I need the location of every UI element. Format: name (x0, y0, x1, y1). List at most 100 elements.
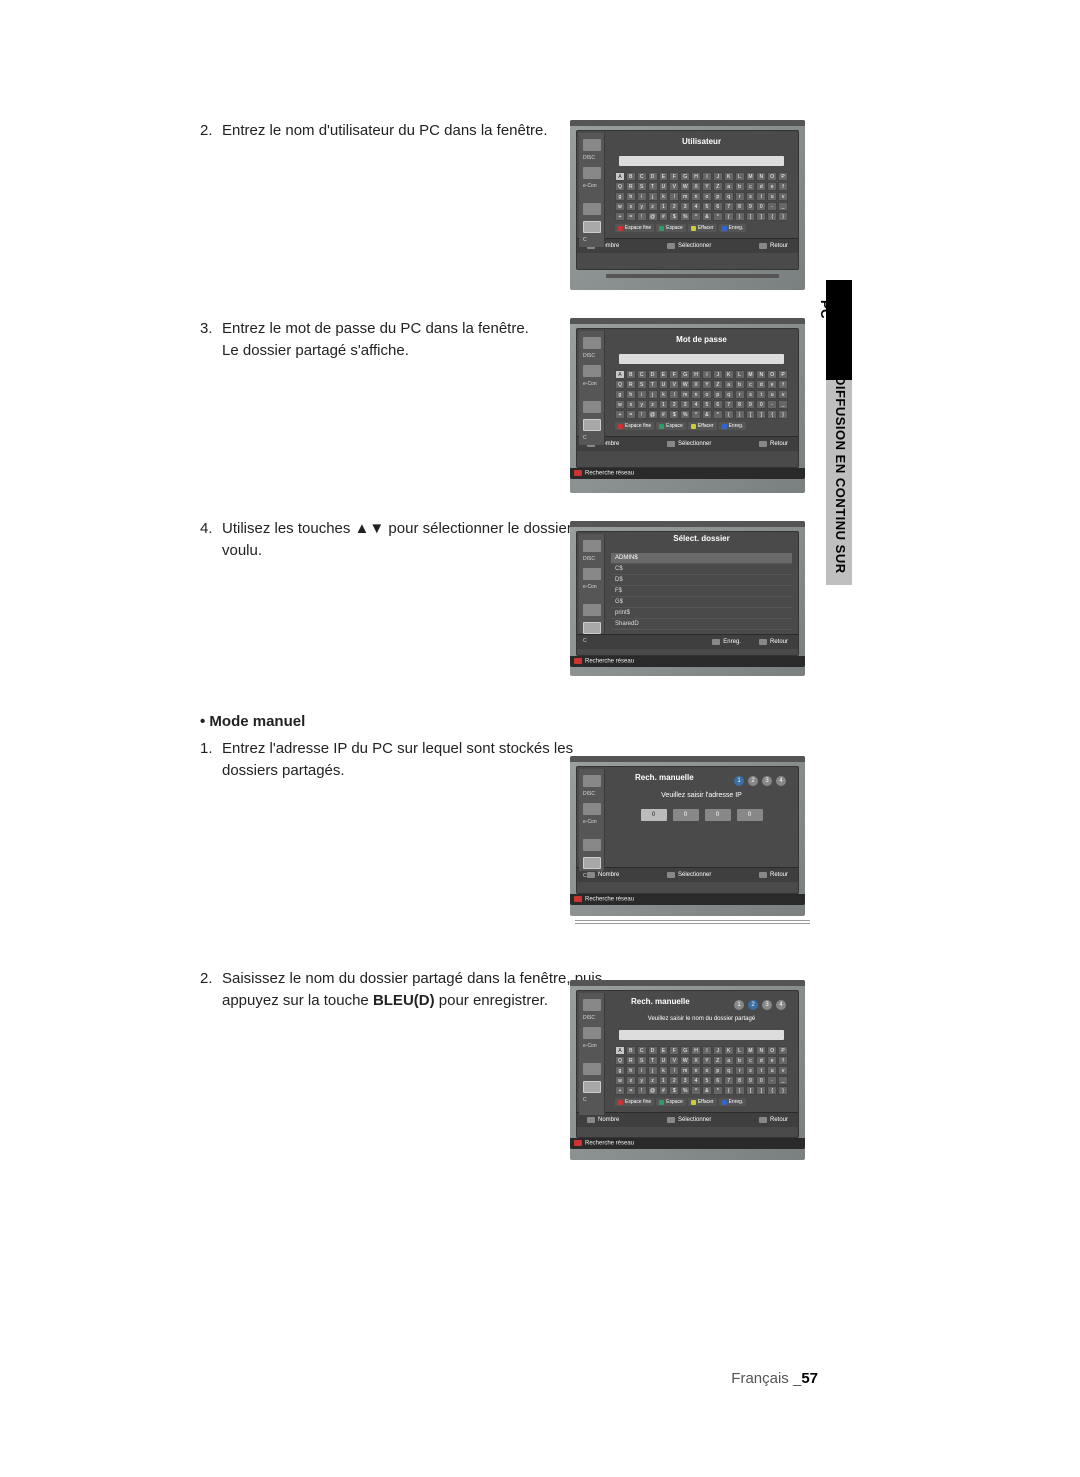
key-m[interactable]: m (680, 192, 690, 201)
virtual-keyboard[interactable]: ABCDEFGHIJKLMNOPQRSTUVWXYZabcdefghijklmn… (611, 1046, 792, 1095)
key-u[interactable]: u (767, 1066, 777, 1075)
key-4[interactable]: 4 (691, 1076, 701, 1085)
key-+[interactable]: + (615, 410, 625, 419)
key-b[interactable]: b (735, 380, 745, 389)
fkey-espacefine[interactable]: Espace fine (615, 422, 654, 430)
folder-item[interactable]: print$ (611, 608, 792, 619)
text-input[interactable] (619, 354, 784, 364)
key-8[interactable]: 8 (735, 202, 745, 211)
fkey-effacer[interactable]: Effacer (688, 1098, 717, 1106)
key-l[interactable]: l (669, 192, 679, 201)
key-5[interactable]: 5 (702, 202, 712, 211)
key-T[interactable]: T (648, 182, 658, 191)
key-F[interactable]: F (669, 370, 679, 379)
key-6[interactable]: 6 (713, 202, 723, 211)
key-T[interactable]: T (648, 1056, 658, 1065)
key-([interactable]: ( (724, 1086, 734, 1095)
key-%[interactable]: % (680, 410, 690, 419)
key-C[interactable]: C (637, 370, 647, 379)
key-6[interactable]: 6 (713, 400, 723, 409)
key-s[interactable]: s (746, 390, 756, 399)
ip-octet-2[interactable]: 0 (673, 809, 699, 821)
key-([interactable]: ( (724, 212, 734, 221)
key-Y[interactable]: Y (702, 182, 712, 191)
key-p[interactable]: p (713, 1066, 723, 1075)
fkey-effacer[interactable]: Effacer (688, 224, 717, 232)
key-A[interactable]: A (615, 1046, 625, 1055)
key-i[interactable]: i (637, 1066, 647, 1075)
key-2[interactable]: 2 (669, 400, 679, 409)
key-L[interactable]: L (735, 172, 745, 181)
key-g[interactable]: g (615, 1066, 625, 1075)
key-M[interactable]: M (746, 1046, 756, 1055)
key-B[interactable]: B (626, 172, 636, 181)
key-$[interactable]: $ (669, 1086, 679, 1095)
key-s[interactable]: s (746, 192, 756, 201)
key-d[interactable]: d (756, 182, 766, 191)
key-O[interactable]: O (767, 1046, 777, 1055)
key-G[interactable]: G (680, 1046, 690, 1055)
key-w[interactable]: w (615, 1076, 625, 1085)
key-p[interactable]: p (713, 390, 723, 399)
key-T[interactable]: T (648, 380, 658, 389)
key-A[interactable]: A (615, 370, 625, 379)
key-D[interactable]: D (648, 172, 658, 181)
key-L[interactable]: L (735, 370, 745, 379)
key-g[interactable]: g (615, 192, 625, 201)
key-l[interactable]: l (669, 1066, 679, 1075)
key-i[interactable]: i (637, 390, 647, 399)
virtual-keyboard[interactable]: ABCDEFGHIJKLMNOPQRSTUVWXYZabcdefghijklmn… (611, 172, 792, 221)
key-^[interactable]: ^ (691, 1086, 701, 1095)
key-2[interactable]: 2 (669, 1076, 679, 1085)
key-X[interactable]: X (691, 182, 701, 191)
key-n[interactable]: n (691, 1066, 701, 1075)
key-u[interactable]: u (767, 192, 777, 201)
key-5[interactable]: 5 (702, 1076, 712, 1085)
key-g[interactable]: g (615, 390, 625, 399)
key-e[interactable]: e (767, 380, 777, 389)
key-][interactable]: ] (756, 1086, 766, 1095)
key-+[interactable]: + (615, 212, 625, 221)
key-=[interactable]: = (626, 1086, 636, 1095)
key-r[interactable]: r (735, 390, 745, 399)
key-a[interactable]: a (724, 1056, 734, 1065)
key-8[interactable]: 8 (735, 1076, 745, 1085)
key-Y[interactable]: Y (702, 1056, 712, 1065)
key-1[interactable]: 1 (659, 400, 669, 409)
key-&[interactable]: & (702, 1086, 712, 1095)
key-[[interactable]: [ (746, 1086, 756, 1095)
fkey-enreg[interactable]: Enreg. (719, 422, 747, 430)
key-V[interactable]: V (669, 1056, 679, 1065)
key-y[interactable]: y (637, 400, 647, 409)
key-4[interactable]: 4 (691, 400, 701, 409)
key-K[interactable]: K (724, 172, 734, 181)
key-c[interactable]: c (746, 380, 756, 389)
key-_[interactable]: _ (778, 202, 788, 211)
key-n[interactable]: n (691, 192, 701, 201)
key-S[interactable]: S (637, 380, 647, 389)
key-P[interactable]: P (778, 172, 788, 181)
key-1[interactable]: 1 (659, 1076, 669, 1085)
key-6[interactable]: 6 (713, 1076, 723, 1085)
key-c[interactable]: c (746, 1056, 756, 1065)
key-V[interactable]: V (669, 182, 679, 191)
ip-input-row[interactable]: 0 0 0 0 (611, 803, 792, 839)
key-S[interactable]: S (637, 1056, 647, 1065)
folder-item[interactable]: C$ (611, 564, 792, 575)
key-c[interactable]: c (746, 182, 756, 191)
key-e[interactable]: e (767, 182, 777, 191)
key-N[interactable]: N (756, 172, 766, 181)
key-K[interactable]: K (724, 370, 734, 379)
key-$[interactable]: $ (669, 410, 679, 419)
key-v[interactable]: v (778, 390, 788, 399)
folder-item[interactable]: D$ (611, 575, 792, 586)
key-v[interactable]: v (778, 1066, 788, 1075)
fkey-espacefine[interactable]: Espace fine (615, 224, 654, 232)
key-$[interactable]: $ (669, 212, 679, 221)
key-@[interactable]: @ (648, 212, 658, 221)
key-C[interactable]: C (637, 172, 647, 181)
key-J[interactable]: J (713, 1046, 723, 1055)
key-B[interactable]: B (626, 1046, 636, 1055)
fkey-espace[interactable]: Espace (656, 422, 686, 430)
key-G[interactable]: G (680, 172, 690, 181)
